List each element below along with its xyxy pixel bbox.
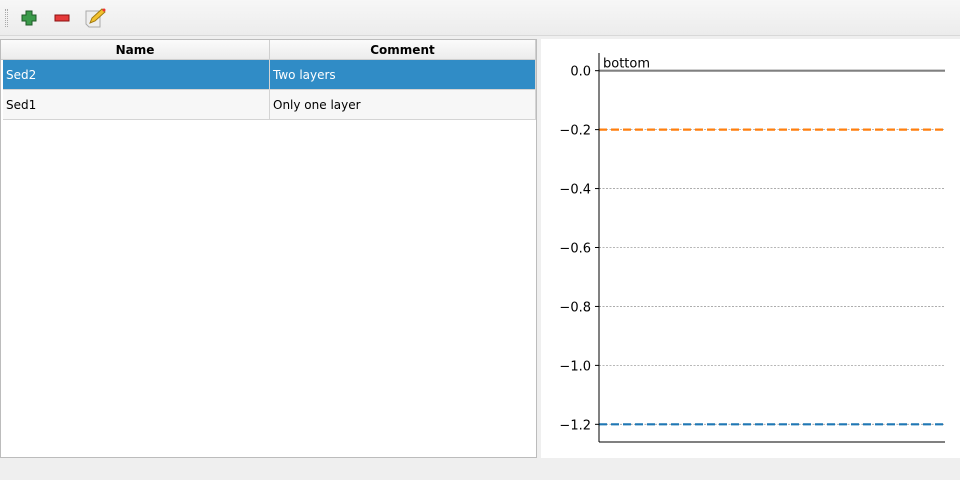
plus-icon [21, 10, 37, 26]
header-comment[interactable]: Comment [270, 40, 536, 59]
chart-svg: 0.0 −0.2 −0.4 −0.6 −0.8 −1.0 −1.2 bottom [559, 53, 945, 443]
edit-icon [85, 8, 106, 28]
status-bar [0, 458, 960, 480]
remove-button[interactable] [50, 6, 74, 30]
y-tick-label: −1.2 [559, 418, 591, 433]
sediment-table: Name Comment Sed2 Two layers Sed1 Only o… [0, 39, 537, 458]
cell-comment[interactable]: Only one layer [270, 90, 536, 119]
cell-comment[interactable]: Two layers [270, 60, 536, 89]
y-tick-label: −0.4 [559, 183, 591, 198]
y-tick-label: −0.2 [559, 124, 591, 139]
y-tick-label: −0.8 [559, 300, 591, 315]
toolbar-grip[interactable] [5, 9, 8, 27]
layer-plot: 0.0 −0.2 −0.4 −0.6 −0.8 −1.0 −1.2 bottom [541, 39, 960, 458]
y-tick-label: −0.6 [559, 242, 591, 257]
cell-name[interactable]: Sed2 [3, 60, 270, 89]
edit-button[interactable] [83, 6, 107, 30]
toolbar [0, 0, 960, 36]
table-row[interactable]: Sed1 Only one layer [3, 90, 536, 120]
header-name[interactable]: Name [1, 40, 270, 59]
layer-label: bottom [603, 57, 650, 72]
add-button[interactable] [17, 6, 41, 30]
cell-name[interactable]: Sed1 [3, 90, 270, 119]
minus-icon [54, 14, 70, 22]
table-header: Name Comment [1, 40, 536, 60]
table-row[interactable]: Sed2 Two layers [3, 60, 536, 90]
y-tick-label: −1.0 [559, 359, 591, 374]
y-tick-label: 0.0 [570, 65, 591, 80]
